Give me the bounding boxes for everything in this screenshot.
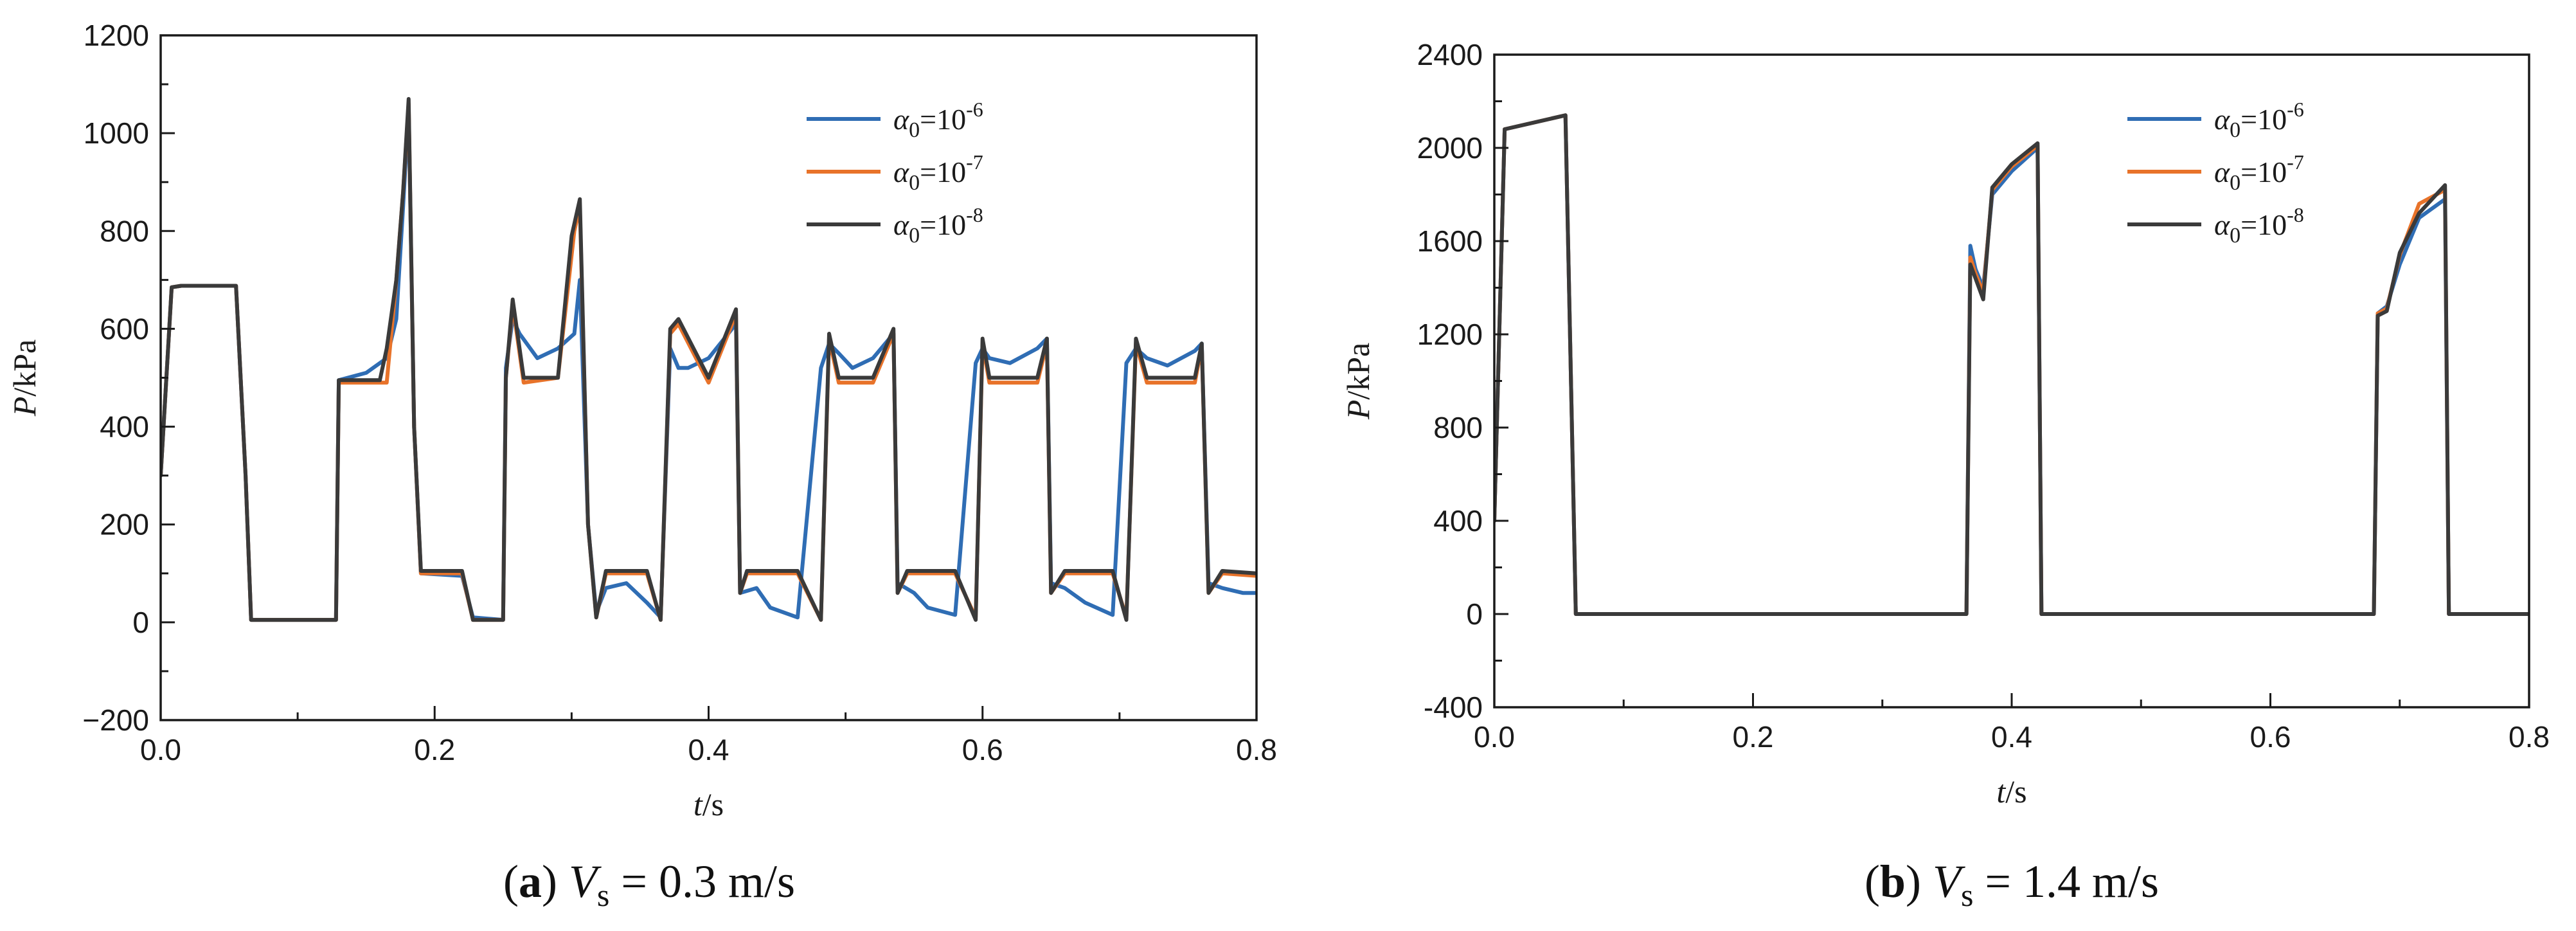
y-tick-label: 1600 bbox=[1417, 224, 1483, 258]
y-tick-label: 400 bbox=[1433, 504, 1483, 538]
x-tick-label: 0.4 bbox=[688, 733, 729, 766]
y-axis-unit: /kPa bbox=[6, 339, 42, 397]
y-tick-label: 600 bbox=[100, 312, 149, 345]
legend-mid: =10 bbox=[920, 103, 966, 136]
y-tick-label: 2000 bbox=[1417, 131, 1483, 165]
y-tick-label: 400 bbox=[100, 410, 149, 444]
x-axis-var: t bbox=[1996, 773, 2006, 809]
caption-paren-close: ) bbox=[1906, 856, 1933, 907]
legend-label: α0=10-8 bbox=[2214, 203, 2304, 248]
legend-subscript: 0 bbox=[2230, 118, 2241, 142]
legend-mid: =10 bbox=[2241, 103, 2287, 136]
x-tick-label: 0.8 bbox=[2509, 720, 2550, 754]
panel-b: 0.0 0.2 0.4 0.6 0.8 -400 0 400 800 1200 1600 2000 24… bbox=[1340, 38, 2550, 913]
y-tick-label: 200 bbox=[100, 508, 149, 541]
series-line-m7 bbox=[161, 102, 1257, 622]
x-tick-label: 0.2 bbox=[414, 733, 455, 766]
legend-subscript: 0 bbox=[909, 118, 920, 142]
legend-superscript: -8 bbox=[966, 203, 983, 226]
legend-subscript: 0 bbox=[909, 224, 920, 248]
legend-subscript: 0 bbox=[2230, 224, 2241, 248]
legend-mid: =10 bbox=[920, 156, 966, 188]
x-axis-title: t/s bbox=[693, 786, 724, 822]
legend-label: α0=10-8 bbox=[893, 203, 983, 248]
legend-symbol: α bbox=[893, 208, 909, 241]
legend-mid: =10 bbox=[2241, 156, 2287, 188]
legend-mid: =10 bbox=[920, 208, 966, 241]
legend-symbol: α bbox=[2214, 208, 2230, 241]
caption-rest: = 0.3 m/s bbox=[609, 856, 795, 907]
y-tick-label: −200 bbox=[82, 703, 149, 737]
series-group bbox=[1494, 113, 2529, 616]
caption-rest: = 1.4 m/s bbox=[1973, 856, 2159, 907]
legend-superscript: -8 bbox=[2287, 203, 2304, 226]
legend-symbol: α bbox=[2214, 156, 2230, 188]
legend-subscript: 0 bbox=[2230, 171, 2241, 195]
series-line-m8 bbox=[161, 96, 1257, 622]
y-axis-unit: /kPa bbox=[1340, 343, 1376, 400]
caption-label: b bbox=[1880, 856, 1906, 907]
legend-subscript: 0 bbox=[909, 171, 920, 195]
y-axis-title: P/kPa bbox=[1340, 343, 1376, 420]
caption-paren-open: ( bbox=[1865, 856, 1880, 907]
x-axis-unit: /s bbox=[2005, 773, 2026, 809]
x-axis-var: t bbox=[693, 786, 703, 822]
legend-label: α0=10-6 bbox=[2214, 98, 2304, 142]
caption-label: a bbox=[519, 856, 542, 907]
y-tick-label: 1200 bbox=[1417, 318, 1483, 351]
x-tick-label: 0.6 bbox=[2250, 720, 2291, 754]
caption-sub: s bbox=[597, 877, 609, 913]
legend-superscript: -6 bbox=[966, 98, 983, 121]
caption-paren-close: ) bbox=[542, 856, 569, 907]
y-tick-label: 0 bbox=[1466, 597, 1483, 631]
x-axis-unit: /s bbox=[702, 786, 724, 822]
y-axis-var: P bbox=[6, 397, 42, 417]
legend-symbol: α bbox=[2214, 103, 2230, 136]
y-axis-var: P bbox=[1340, 400, 1376, 420]
y-axis-title: P/kPa bbox=[6, 339, 42, 417]
legend: α0=10-6α0=10-7α0=10-8 bbox=[2127, 98, 2304, 248]
x-tick-label: 0.2 bbox=[1733, 720, 1774, 754]
x-tick-label: 0.0 bbox=[1474, 720, 1515, 754]
series-line-m6 bbox=[161, 107, 1257, 622]
panel-caption: (b) Vs = 1.4 m/s bbox=[1865, 856, 2159, 913]
series-line-m8 bbox=[1494, 113, 2529, 616]
caption-var: V bbox=[569, 856, 602, 907]
y-tick-label: 800 bbox=[1433, 411, 1483, 444]
legend-superscript: -7 bbox=[966, 150, 983, 174]
x-axis-title: t/s bbox=[1996, 773, 2026, 809]
panel-a: 0.0 0.2 0.4 0.6 0.8 −200 0 200 400 600 800 1000 1200… bbox=[6, 19, 1277, 913]
legend-mid: =10 bbox=[2241, 208, 2287, 241]
y-tick-label: 800 bbox=[100, 214, 149, 248]
x-tick-label: 0.6 bbox=[962, 733, 1003, 766]
caption-paren-open: ( bbox=[503, 856, 519, 907]
caption-sub: s bbox=[1961, 877, 1973, 913]
legend: α0=10-6α0=10-7α0=10-8 bbox=[807, 98, 983, 248]
series-group bbox=[161, 96, 1257, 622]
legend-label: α0=10-7 bbox=[2214, 150, 2304, 195]
caption-var: V bbox=[1933, 856, 1965, 907]
y-tick-label: 2400 bbox=[1417, 38, 1483, 71]
y-tick-label: 1000 bbox=[84, 116, 149, 150]
legend-symbol: α bbox=[893, 103, 909, 136]
legend-superscript: -7 bbox=[2287, 150, 2304, 174]
y-tick-label: 0 bbox=[132, 606, 149, 639]
legend-superscript: -6 bbox=[2287, 98, 2304, 121]
x-tick-label: 0.8 bbox=[1236, 733, 1277, 766]
panel-caption: (a) Vs = 0.3 m/s bbox=[503, 856, 795, 913]
y-tick-label: 1200 bbox=[84, 19, 149, 52]
legend-label: α0=10-6 bbox=[893, 98, 983, 142]
x-tick-label: 0.4 bbox=[1991, 720, 2032, 754]
x-tick-label: 0.0 bbox=[140, 733, 181, 766]
legend-label: α0=10-7 bbox=[893, 150, 983, 195]
legend-symbol: α bbox=[893, 156, 909, 188]
y-tick-label: -400 bbox=[1424, 691, 1483, 724]
